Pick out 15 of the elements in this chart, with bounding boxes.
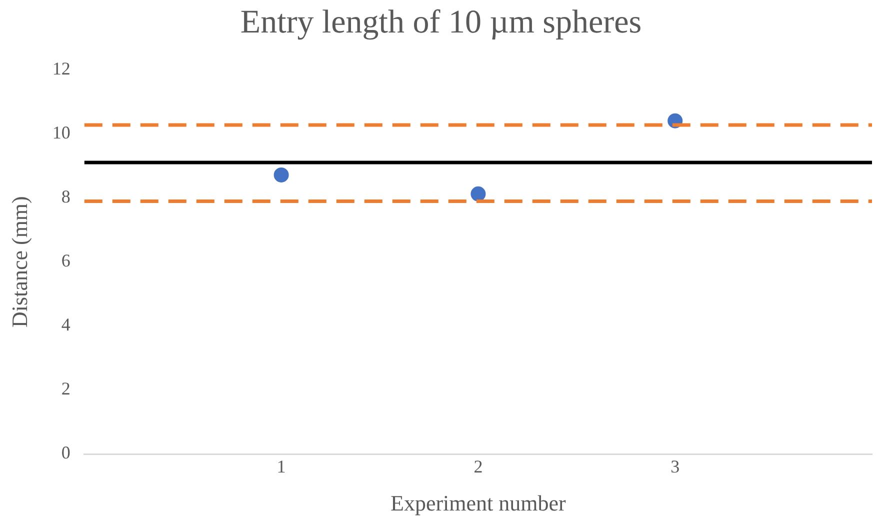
x-tick-label: 1 [276,456,286,477]
y-tick-label: 8 [61,186,70,206]
y-tick-label: 10 [52,122,70,142]
y-tick-label: 2 [61,378,70,399]
x-axis-title: Experiment number [390,490,567,516]
point [274,167,289,182]
y-tick-label: 12 [52,58,70,78]
x-tick-label: 2 [474,456,483,477]
y-tick-label: 4 [61,314,70,335]
y-tick-label: 0 [61,442,70,463]
chart-title: Entry length of 10 µm spheres [240,4,642,40]
x-tick-label: 3 [670,456,680,477]
point [470,186,486,202]
y-tick-label: 6 [61,250,70,271]
y-axis-title: Distance (mm) [6,196,32,328]
